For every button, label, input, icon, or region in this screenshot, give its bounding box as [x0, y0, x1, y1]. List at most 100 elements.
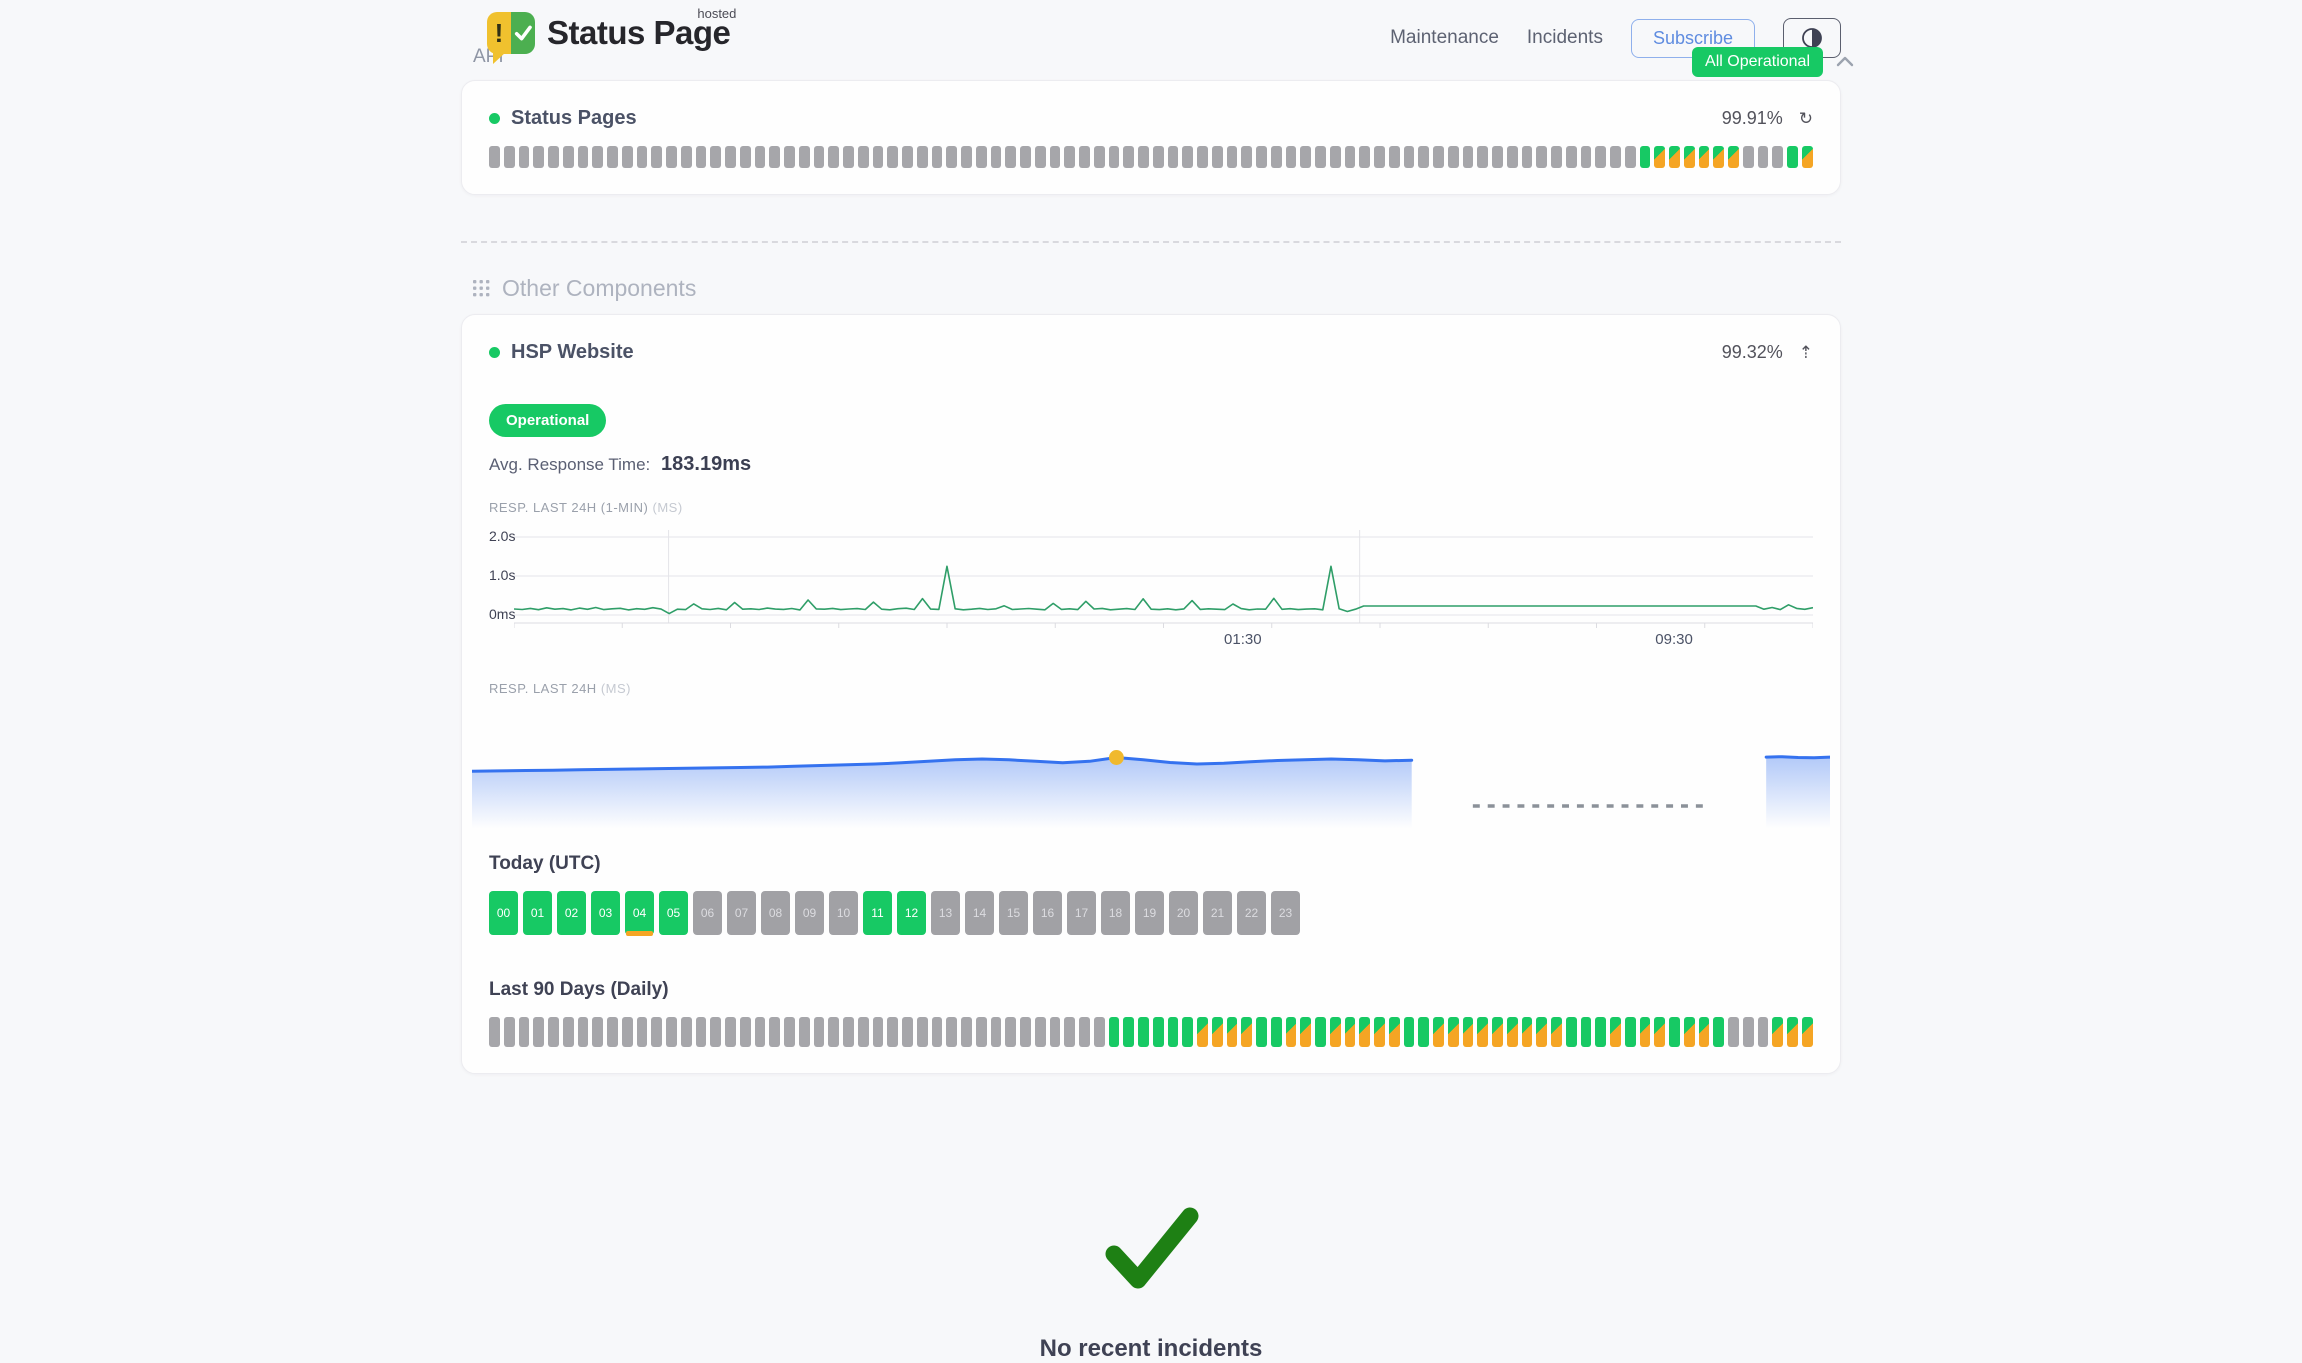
uptime-bar[interactable]	[636, 146, 648, 168]
uptime-bar[interactable]	[1388, 146, 1400, 168]
uptime-bar[interactable]	[489, 146, 500, 168]
uptime-bar[interactable]	[1256, 1017, 1267, 1047]
uptime-bar[interactable]	[1005, 1017, 1016, 1047]
uptime-bar[interactable]	[872, 146, 884, 168]
uptime-bar[interactable]	[577, 146, 589, 168]
uptime-bar[interactable]	[813, 146, 825, 168]
uptime-bar[interactable]	[828, 146, 839, 168]
uptime-bar[interactable]	[961, 1017, 972, 1047]
uptime-bar[interactable]	[1698, 1017, 1710, 1047]
hour-cell-16[interactable]: 16	[1033, 891, 1062, 935]
hour-cell-07[interactable]: 07	[727, 891, 756, 935]
uptime-bar[interactable]	[1211, 1017, 1223, 1047]
uptime-bar[interactable]	[518, 146, 530, 168]
uptime-bar[interactable]	[784, 1017, 795, 1047]
uptime-bar[interactable]	[1182, 1017, 1193, 1047]
uptime-bar[interactable]	[975, 1017, 987, 1047]
uptime-bar[interactable]	[798, 146, 810, 168]
uptime-bar[interactable]	[1093, 146, 1105, 168]
uptime-bar[interactable]	[1285, 1017, 1297, 1047]
uptime-bar[interactable]	[1315, 1017, 1326, 1047]
uptime-bar[interactable]	[1477, 1017, 1488, 1047]
uptime-bar[interactable]	[1447, 1017, 1459, 1047]
uptime-bar[interactable]	[1506, 1017, 1518, 1047]
uptime-bar[interactable]	[1388, 1017, 1400, 1047]
uptime-bar[interactable]	[1123, 146, 1134, 168]
uptime-bar[interactable]	[636, 1017, 648, 1047]
uptime-bar[interactable]	[1728, 146, 1739, 168]
uptime-bar[interactable]	[1713, 1017, 1724, 1047]
hour-cell-11[interactable]: 11	[863, 891, 892, 935]
uptime-bar[interactable]	[1610, 146, 1621, 168]
arrow-up-dashed-icon[interactable]: ⇡	[1798, 342, 1813, 362]
uptime-bar[interactable]	[857, 146, 869, 168]
nav-incidents[interactable]: Incidents	[1526, 27, 1603, 48]
uptime-bar[interactable]	[725, 146, 736, 168]
hour-cell-20[interactable]: 20	[1169, 891, 1198, 935]
uptime-bar[interactable]	[1433, 146, 1444, 168]
uptime-bar[interactable]	[533, 146, 544, 168]
uptime-bar[interactable]	[1742, 146, 1754, 168]
uptime-bar[interactable]	[902, 146, 913, 168]
uptime-bar[interactable]	[990, 1017, 1002, 1047]
uptime-bar[interactable]	[503, 1017, 515, 1047]
uptime-bar[interactable]	[1285, 146, 1297, 168]
uptime-bar[interactable]	[857, 1017, 869, 1047]
uptime-bar[interactable]	[1787, 146, 1798, 168]
uptime-bar[interactable]	[1182, 146, 1193, 168]
uptime-bar[interactable]	[710, 1017, 721, 1047]
hour-cell-09[interactable]: 09	[795, 891, 824, 935]
uptime-bar[interactable]	[1079, 1017, 1090, 1047]
uptime-bar[interactable]	[1005, 146, 1016, 168]
uptime-bar[interactable]	[872, 1017, 884, 1047]
uptime-bar[interactable]	[1079, 146, 1090, 168]
uptime-bar[interactable]	[1698, 146, 1710, 168]
uptime-bar[interactable]	[1492, 146, 1503, 168]
uptime-bar[interactable]	[1565, 1017, 1577, 1047]
uptime-bar[interactable]	[1329, 1017, 1341, 1047]
uptime-bar[interactable]	[1197, 1017, 1208, 1047]
uptime-bar[interactable]	[1344, 146, 1356, 168]
hour-cell-06[interactable]: 06	[693, 891, 722, 935]
uptime-bar[interactable]	[666, 1017, 677, 1047]
uptime-bar[interactable]	[754, 1017, 766, 1047]
uptime-bar[interactable]	[931, 146, 943, 168]
refresh-icon[interactable]: ↻	[1798, 108, 1813, 128]
uptime-bar[interactable]	[1462, 146, 1474, 168]
uptime-bar[interactable]	[784, 146, 795, 168]
uptime-bar[interactable]	[1049, 1017, 1061, 1047]
uptime-bar[interactable]	[1064, 146, 1075, 168]
uptime-bar[interactable]	[680, 146, 692, 168]
uptime-bar[interactable]	[739, 146, 751, 168]
uptime-bar[interactable]	[710, 146, 721, 168]
uptime-bar[interactable]	[1713, 146, 1724, 168]
uptime-bar[interactable]	[1477, 146, 1488, 168]
uptime-bar[interactable]	[1639, 146, 1651, 168]
uptime-bar[interactable]	[798, 1017, 810, 1047]
uptime-bar[interactable]	[695, 146, 707, 168]
uptime-bar[interactable]	[1329, 146, 1341, 168]
uptime-bar[interactable]	[1654, 146, 1665, 168]
uptime-bar[interactable]	[1595, 1017, 1606, 1047]
uptime-bar[interactable]	[1374, 1017, 1385, 1047]
uptime-bar[interactable]	[1315, 146, 1326, 168]
uptime-bar[interactable]	[1241, 1017, 1252, 1047]
uptime-bar[interactable]	[1270, 1017, 1282, 1047]
uptime-bar[interactable]	[1757, 146, 1769, 168]
uptime-bar[interactable]	[725, 1017, 736, 1047]
uptime-bar[interactable]	[621, 1017, 633, 1047]
uptime-bar[interactable]	[1551, 1017, 1562, 1047]
uptime-bar[interactable]	[1374, 146, 1385, 168]
uptime-bar[interactable]	[548, 1017, 559, 1047]
uptime-bar[interactable]	[828, 1017, 839, 1047]
uptime-bar[interactable]	[1108, 146, 1120, 168]
uptime-bar[interactable]	[1138, 1017, 1149, 1047]
uptime-bar[interactable]	[1492, 1017, 1503, 1047]
uptime-bar[interactable]	[1624, 146, 1636, 168]
uptime-bar[interactable]	[1152, 1017, 1164, 1047]
uptime-bar[interactable]	[1226, 146, 1238, 168]
uptime-bar[interactable]	[1639, 1017, 1651, 1047]
uptime-bar[interactable]	[577, 1017, 589, 1047]
hour-cell-03[interactable]: 03	[591, 891, 620, 935]
chevron-up-icon[interactable]	[1833, 53, 1857, 71]
